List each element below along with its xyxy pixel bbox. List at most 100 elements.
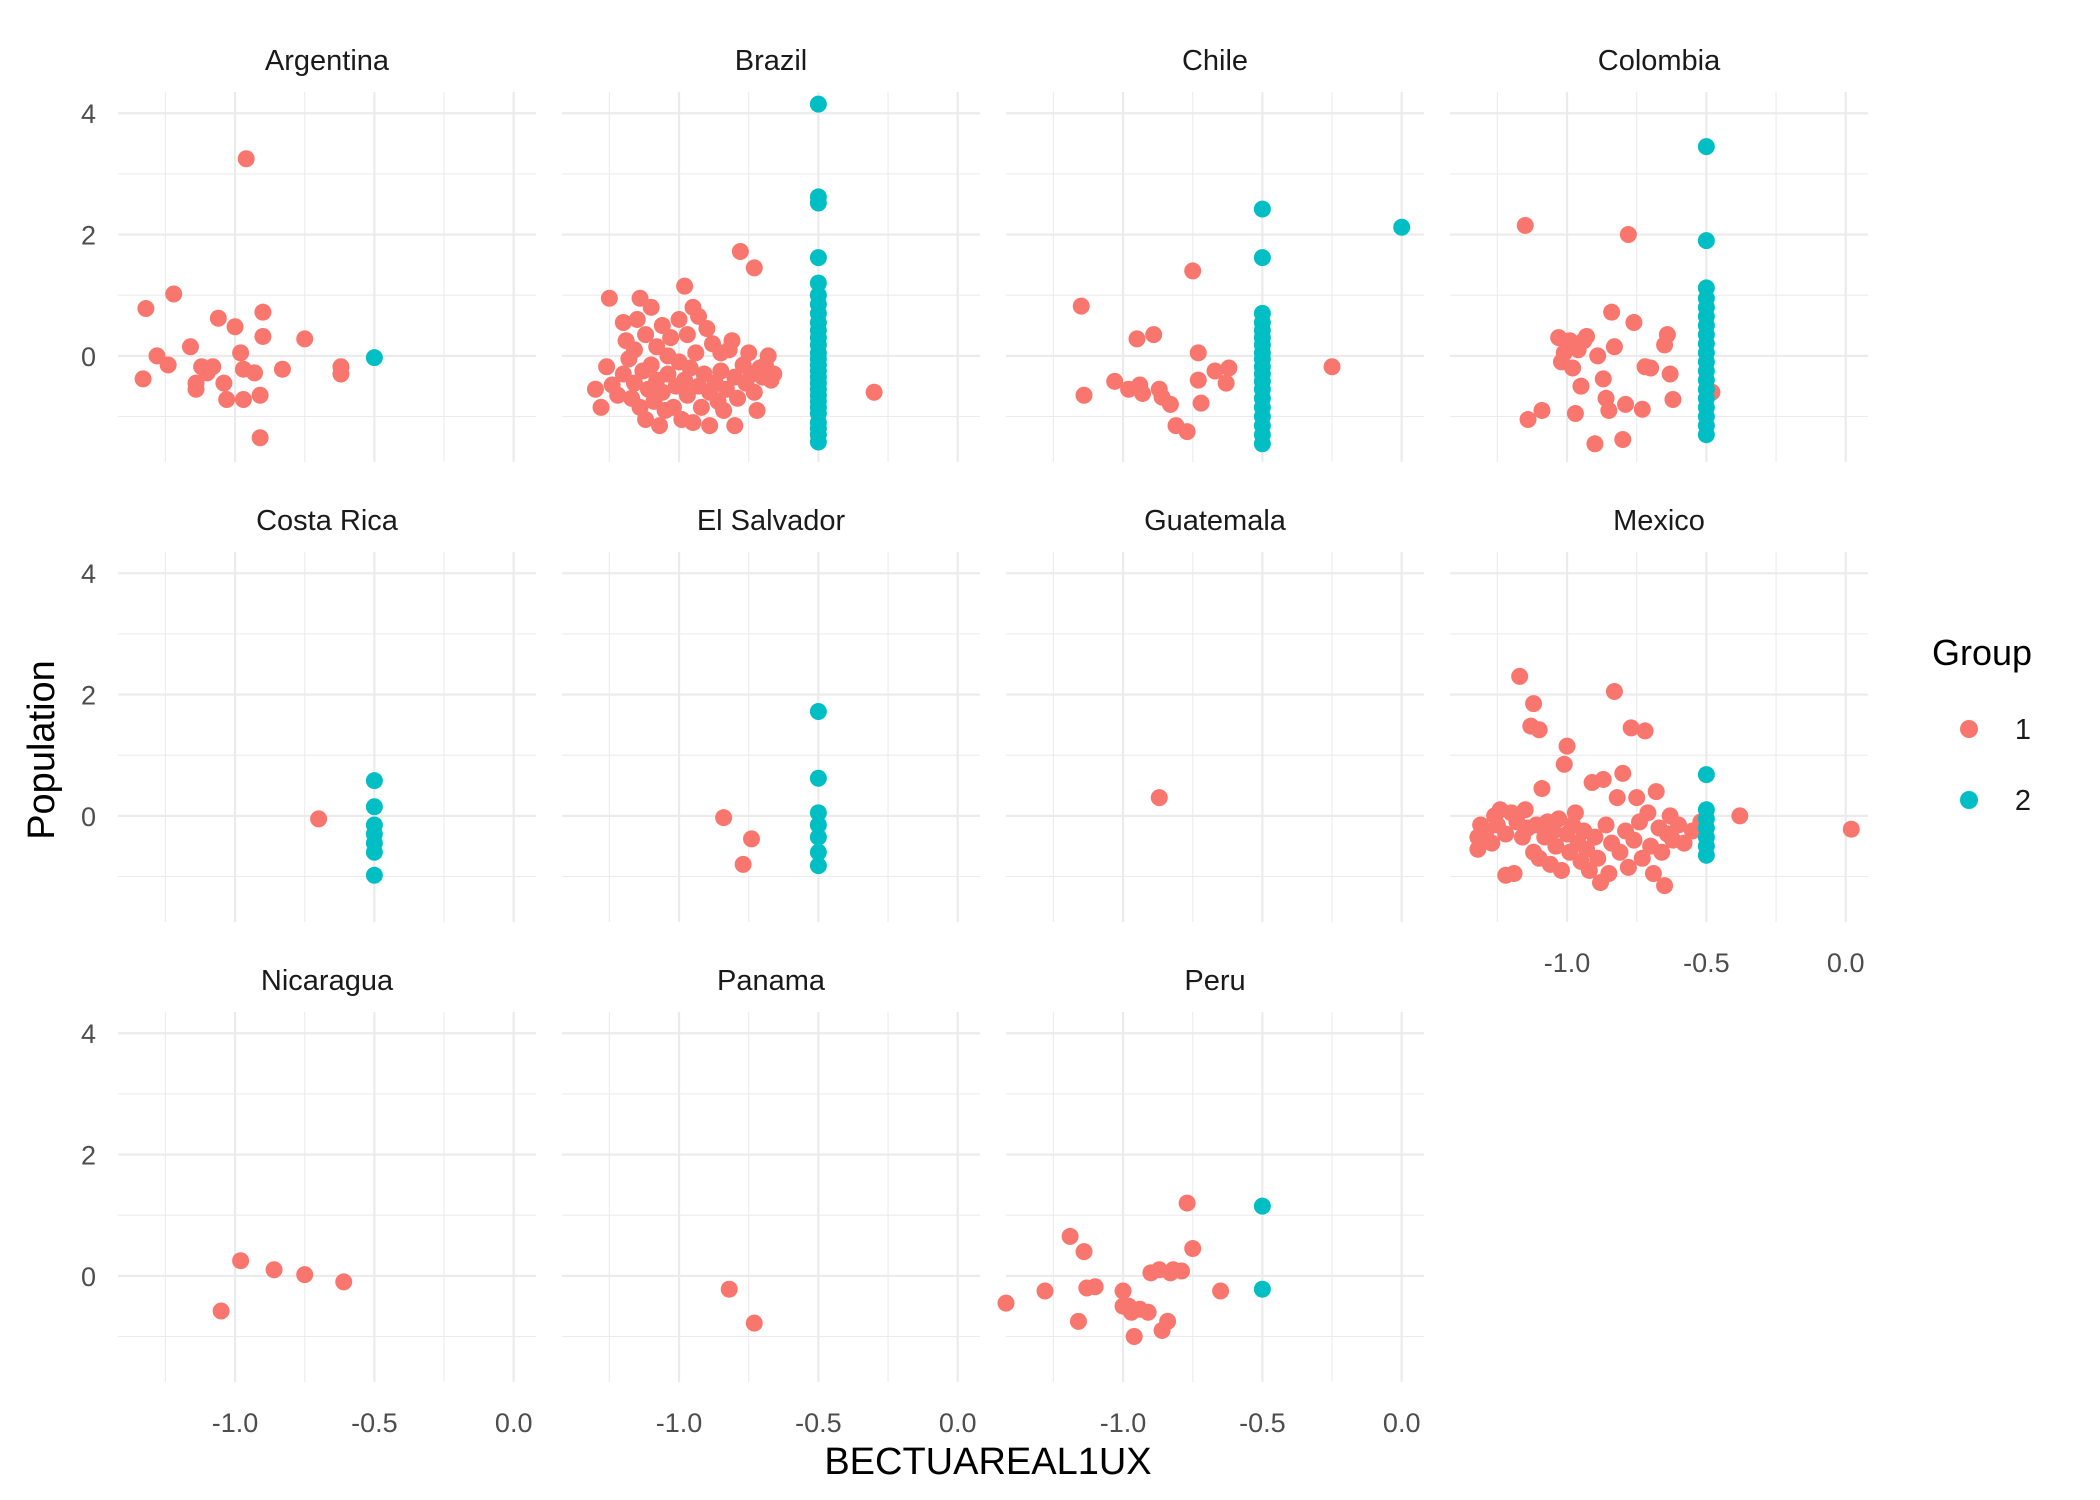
data-point-group-1	[1511, 667, 1529, 685]
data-point-group-1	[1178, 423, 1196, 441]
data-point-group-1	[246, 364, 264, 382]
data-point-group-1	[865, 383, 883, 401]
data-point-group-1	[1633, 849, 1651, 867]
data-point-group-2	[1253, 435, 1271, 453]
legend-title: Group	[1932, 632, 2032, 673]
facet-strip-label: Colombia	[1598, 45, 1721, 77]
data-point-group-1	[1533, 780, 1551, 798]
data-point-group-1	[1533, 401, 1551, 419]
data-point-group-1	[1614, 431, 1632, 449]
data-point-group-1	[662, 329, 680, 347]
data-point-group-1	[701, 417, 719, 435]
data-point-group-1	[1189, 371, 1207, 389]
data-point-group-1	[1516, 801, 1534, 819]
data-point-group-1	[653, 383, 671, 401]
data-point-group-1	[265, 1261, 283, 1279]
facet-strip-label: Peru	[1184, 965, 1245, 997]
data-point-group-1	[1614, 764, 1632, 782]
data-point-group-1	[642, 356, 660, 374]
facet-strip-label: Brazil	[735, 45, 808, 77]
data-point-group-1	[600, 289, 618, 307]
data-point-group-1	[1625, 831, 1643, 849]
data-point-group-1	[729, 389, 747, 407]
panel-peru: Peru -1.0 -0.5 0.0	[997, 965, 1424, 1438]
data-point-group-1	[226, 318, 244, 336]
data-point-group-1	[592, 398, 610, 416]
data-point-group-1	[134, 370, 152, 388]
panel-costa-rica: Costa Rica 0 2 4	[81, 505, 536, 922]
data-point-group-1	[1134, 384, 1152, 402]
data-point-group-1	[1159, 1312, 1177, 1330]
data-point-group-1	[1555, 755, 1573, 773]
data-point-group-1	[997, 1294, 1015, 1312]
data-point-group-2	[1253, 1197, 1271, 1215]
data-point-group-2	[809, 194, 827, 212]
data-point-group-1	[1550, 810, 1568, 828]
data-point-group-1	[234, 391, 252, 409]
data-point-group-1	[251, 429, 269, 447]
data-point-group-1	[1572, 377, 1590, 395]
data-point-group-1	[1139, 1303, 1157, 1321]
data-point-group-1	[335, 1273, 353, 1291]
data-point-group-1	[1516, 216, 1534, 234]
data-point-group-2	[1697, 766, 1715, 784]
data-point-group-2	[809, 828, 827, 846]
panel-panama: Panama -1.0 -0.5 0.0	[562, 965, 980, 1438]
data-point-group-1	[1594, 370, 1612, 388]
data-point-group-1	[1842, 820, 1860, 838]
data-point-group-1	[1184, 1240, 1202, 1258]
data-point-group-1	[232, 344, 250, 362]
data-point-group-1	[609, 386, 627, 404]
data-point-group-2	[365, 772, 383, 790]
data-point-group-1	[637, 411, 655, 429]
data-point-group-1	[1128, 330, 1146, 348]
facet-strip-label: Mexico	[1613, 505, 1705, 537]
data-point-group-1	[1114, 1282, 1132, 1300]
data-point-group-1	[1061, 1227, 1079, 1245]
data-point-group-1	[690, 307, 708, 325]
data-point-group-1	[1642, 359, 1660, 377]
panel-argentina: Argentina 0 2 4	[81, 45, 536, 462]
data-point-group-1	[1189, 344, 1207, 362]
facet-strip-label: Chile	[1182, 45, 1248, 77]
data-point-group-1	[653, 317, 671, 335]
data-point-group-1	[765, 365, 783, 383]
data-point-group-1	[1497, 825, 1515, 843]
data-point-group-1	[742, 830, 760, 848]
data-point-group-1	[678, 326, 696, 344]
data-point-group-1	[254, 327, 272, 345]
y-tick-label: 2	[81, 681, 96, 711]
data-point-group-1	[1566, 404, 1584, 422]
x-tick-label: -1.0	[212, 1408, 259, 1438]
x-tick-label: 0.0	[1383, 1408, 1421, 1438]
data-point-group-2	[365, 798, 383, 816]
data-point-group-1	[1178, 1194, 1196, 1212]
data-point-group-1	[1552, 861, 1570, 879]
data-point-group-1	[759, 347, 777, 365]
data-point-group-1	[187, 380, 205, 398]
data-point-group-1	[1192, 394, 1210, 412]
data-point-group-1	[1608, 789, 1626, 807]
data-point-group-2	[1253, 200, 1271, 218]
data-point-group-1	[1636, 722, 1654, 740]
data-point-group-1	[687, 344, 705, 362]
data-point-group-1	[1036, 1282, 1054, 1300]
legend-label-group-2: 2	[2015, 785, 2031, 817]
data-point-group-1	[1617, 395, 1635, 413]
data-point-group-1	[237, 150, 255, 168]
data-point-group-1	[1566, 804, 1584, 822]
data-point-group-1	[1580, 861, 1598, 879]
data-point-group-2	[1393, 218, 1411, 236]
data-point-group-1	[637, 326, 655, 344]
data-point-group-1	[1647, 783, 1665, 801]
data-point-group-1	[1586, 435, 1604, 453]
data-point-group-1	[296, 1266, 314, 1284]
x-tick-label: -1.0	[1544, 948, 1591, 978]
data-point-group-1	[1653, 843, 1671, 861]
data-point-group-1	[676, 277, 694, 295]
data-point-group-2	[1253, 249, 1271, 267]
facet-strip-label: Panama	[717, 965, 826, 997]
data-point-group-1	[748, 401, 766, 419]
data-point-group-1	[212, 1302, 230, 1320]
legend-key-group-1	[1960, 720, 1978, 738]
